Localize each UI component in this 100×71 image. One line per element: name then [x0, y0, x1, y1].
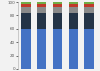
Bar — [69, 4, 78, 7]
Bar — [84, 13, 94, 29]
Bar — [37, 4, 46, 7]
Bar — [84, 7, 94, 13]
Bar — [37, 7, 46, 13]
Bar — [53, 2, 62, 4]
Bar — [37, 2, 46, 4]
Bar — [21, 13, 31, 29]
Bar — [53, 4, 62, 7]
Bar — [37, 13, 46, 29]
Bar — [21, 29, 31, 69]
Bar — [84, 2, 94, 4]
Bar — [69, 7, 78, 13]
Bar — [53, 13, 62, 29]
Bar — [84, 4, 94, 7]
Bar — [37, 29, 46, 69]
Bar — [69, 29, 78, 69]
Bar — [21, 4, 31, 7]
Bar — [21, 2, 31, 4]
Bar — [53, 29, 62, 69]
Bar — [69, 2, 78, 4]
Bar — [84, 29, 94, 69]
Bar — [53, 7, 62, 13]
Bar — [21, 7, 31, 13]
Bar — [69, 13, 78, 29]
